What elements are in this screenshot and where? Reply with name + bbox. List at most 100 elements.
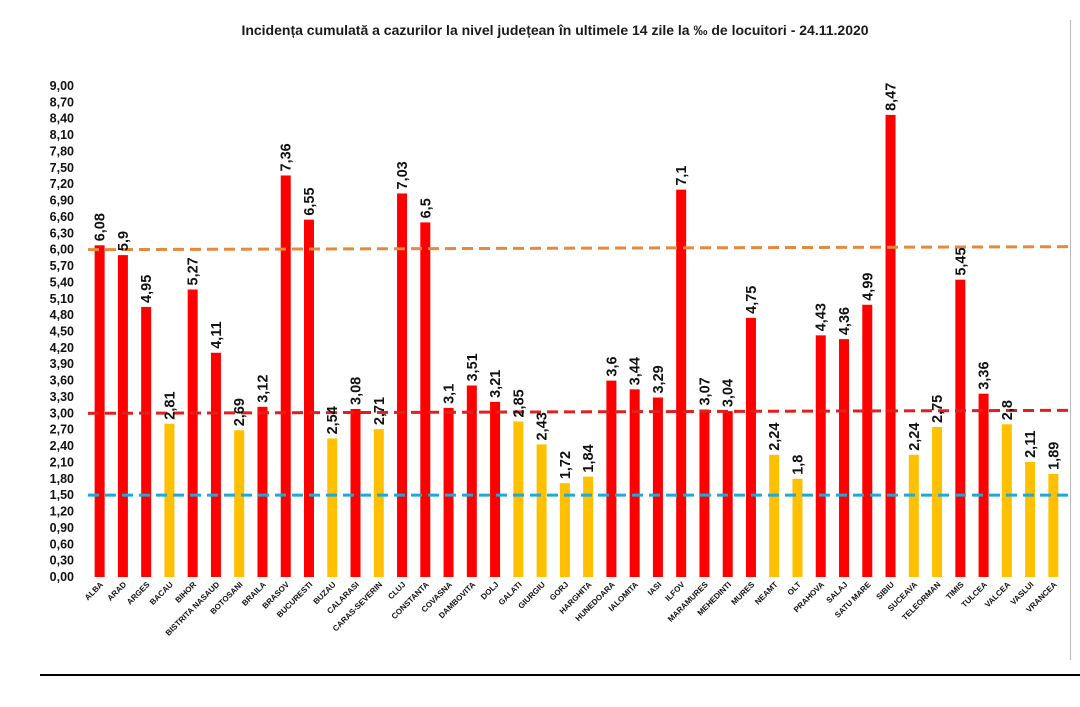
- value-label: 3,29: [651, 365, 667, 393]
- bar: [234, 430, 245, 577]
- value-label: 8,47: [884, 83, 900, 111]
- bar: [117, 255, 128, 577]
- value-label: 6,5: [418, 198, 434, 218]
- y-tick-label: 5,10: [50, 292, 74, 306]
- value-label: 2,24: [767, 423, 783, 451]
- bar: [932, 426, 943, 577]
- category-label: MURES: [730, 580, 757, 607]
- value-label: 3,04: [721, 379, 737, 407]
- bar: [978, 393, 989, 577]
- value-label: 6,55: [302, 187, 318, 215]
- value-label: 7,1: [674, 165, 690, 185]
- y-tick-label: 7,80: [50, 144, 74, 158]
- bar: [745, 317, 756, 577]
- value-label: 2,54: [325, 406, 341, 434]
- y-tick-label: 0,30: [50, 554, 74, 568]
- bar: [420, 222, 431, 577]
- y-tick-label: 1,80: [50, 472, 74, 486]
- y-tick-label: 8,70: [50, 95, 74, 109]
- bar: [513, 421, 524, 577]
- value-label: 4,99: [860, 273, 876, 301]
- value-label: 7,36: [279, 143, 295, 171]
- y-tick-label: 4,50: [50, 325, 74, 339]
- value-label: 2,8: [1000, 400, 1016, 420]
- value-label: 1,8: [790, 455, 806, 475]
- y-tick-label: 2,70: [50, 423, 74, 437]
- y-tick-label: 4,80: [50, 308, 74, 322]
- y-tick-label: 6,90: [50, 194, 74, 208]
- bar: [280, 175, 291, 577]
- bar: [187, 289, 198, 577]
- category-label: VALCEA: [983, 580, 1012, 609]
- value-label: 4,75: [744, 286, 760, 314]
- bar: [164, 423, 175, 577]
- y-tick-label: 0,90: [50, 521, 74, 535]
- page-border-right: [1070, 20, 1071, 660]
- category-label: SIBIU: [874, 580, 896, 602]
- value-label: 6,08: [93, 213, 109, 241]
- bar: [210, 352, 221, 577]
- y-tick-label: 1,50: [50, 488, 74, 502]
- bar: [629, 389, 640, 577]
- category-label: IASI: [646, 580, 663, 597]
- y-tick-label: 2,40: [50, 439, 74, 453]
- y-tick-label: 3,90: [50, 357, 74, 371]
- value-label: 3,44: [628, 357, 644, 385]
- bar: [792, 478, 803, 577]
- category-label: ALBA: [83, 580, 105, 602]
- value-label: 2,43: [535, 412, 551, 440]
- value-label: 3,6: [604, 356, 620, 376]
- y-tick-label: 3,30: [50, 390, 74, 404]
- bar: [327, 438, 338, 577]
- category-label: ARGES: [125, 580, 152, 607]
- bar: [699, 409, 710, 577]
- y-tick-label: 3,00: [50, 406, 74, 420]
- value-label: 4,43: [814, 303, 830, 331]
- y-tick-label: 8,10: [50, 128, 74, 142]
- value-label: 2,24: [907, 423, 923, 451]
- bar: [815, 335, 826, 577]
- value-label: 3,1: [442, 384, 458, 404]
- bar: [862, 304, 873, 577]
- threshold-line: [87, 408, 1073, 415]
- bar: [606, 380, 617, 577]
- value-label: 2,11: [1023, 430, 1039, 457]
- bar: [257, 406, 268, 577]
- bar: [443, 407, 454, 577]
- value-label: 4,36: [837, 307, 853, 335]
- y-tick-label: 6,30: [50, 226, 74, 240]
- value-label: 3,51: [465, 353, 481, 381]
- bar: [583, 476, 594, 577]
- value-label: 2,85: [511, 389, 527, 417]
- bar: [652, 397, 663, 577]
- bar: [350, 408, 361, 577]
- bar: [559, 483, 570, 577]
- bar: [373, 429, 384, 577]
- value-label: 2,69: [232, 398, 248, 426]
- bar: [769, 454, 780, 577]
- value-label: 7,03: [395, 161, 411, 189]
- value-label: 3,12: [255, 375, 271, 403]
- value-label: 2,75: [930, 395, 946, 423]
- category-label: OLT: [786, 580, 803, 597]
- value-label: 1,89: [1046, 442, 1062, 470]
- y-tick-label: 5,70: [50, 259, 74, 273]
- bar: [885, 114, 896, 578]
- category-label: BACAU: [148, 580, 175, 607]
- y-tick-label: 6,60: [50, 210, 74, 224]
- value-label: 5,45: [953, 247, 969, 275]
- value-label: 3,07: [697, 377, 713, 405]
- bar: [466, 385, 477, 577]
- bar: [839, 339, 850, 577]
- bar: [908, 454, 919, 577]
- bar: [1048, 473, 1059, 577]
- category-label: TIMIS: [944, 580, 966, 602]
- value-label: 1,84: [581, 444, 597, 472]
- y-tick-label: 4,20: [50, 341, 74, 355]
- value-label: 2,71: [372, 397, 388, 425]
- value-label: 4,11: [209, 321, 225, 348]
- y-tick-label: 7,20: [50, 177, 74, 191]
- bar: [1025, 461, 1036, 577]
- y-tick-label: 0,00: [50, 570, 74, 584]
